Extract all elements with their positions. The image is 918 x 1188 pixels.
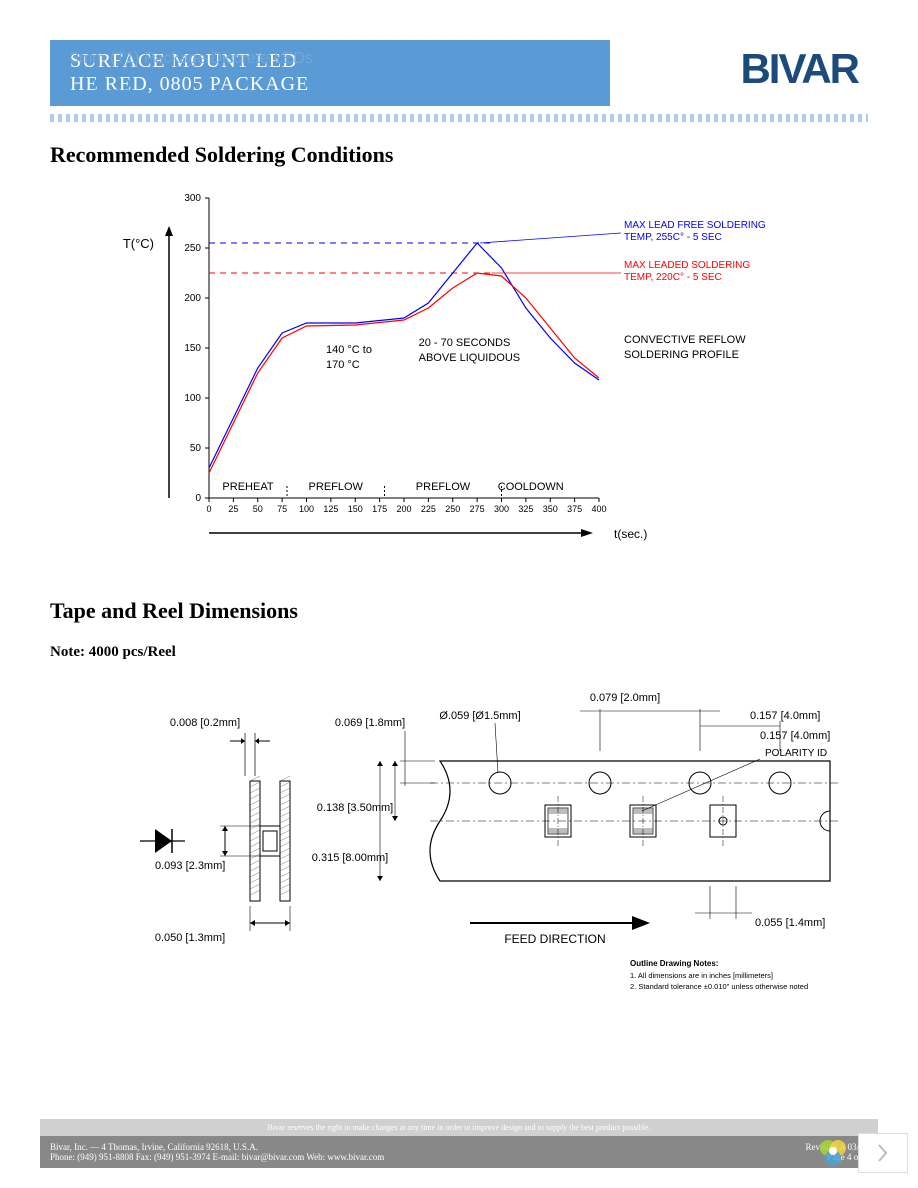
footer-left: Bivar, Inc. — 4 Thomas, Irvine, Californ…: [50, 1142, 384, 1162]
svg-text:0.315 [8.00mm]: 0.315 [8.00mm]: [312, 852, 388, 864]
svg-text:225: 225: [421, 504, 436, 514]
svg-text:275: 275: [470, 504, 485, 514]
datasheet-page: SURFACE MOUNT LED HE RED, 0805 PACKAGE 3…: [0, 0, 918, 1188]
svg-text:COOLDOWN: COOLDOWN: [498, 481, 564, 493]
next-page-button[interactable]: [858, 1133, 908, 1173]
svg-text:0.069 [1.8mm]: 0.069 [1.8mm]: [335, 717, 405, 729]
svg-text:300: 300: [184, 193, 201, 204]
svg-text:CONVECTIVE REFLOW: CONVECTIVE REFLOW: [624, 334, 746, 346]
diagram-svg: 0.008 [0.2mm] 0.093 [2.3mm] 0.050 [1.3mm] Ø…: [50, 681, 870, 1021]
svg-text:0.050 [1.3mm]: 0.050 [1.3mm]: [155, 932, 225, 944]
svg-text:350: 350: [543, 504, 558, 514]
svg-text:0.093 [2.3mm]: 0.093 [2.3mm]: [155, 860, 225, 872]
svg-text:2. Standard tolerance ±0.010": 2. Standard tolerance ±0.010" unless oth…: [630, 982, 808, 991]
svg-text:TEMP, 255C° - 5 SEC: TEMP, 255C° - 5 SEC: [624, 232, 722, 243]
svg-text:MAX LEADED SOLDERING: MAX LEADED SOLDERING: [624, 260, 750, 271]
footer: Bivar reserves the right to make changes…: [40, 1119, 878, 1168]
footer-disclaimer: Bivar reserves the right to make changes…: [40, 1119, 878, 1136]
svg-text:0.055 [1.4mm]: 0.055 [1.4mm]: [755, 917, 825, 929]
svg-text:250: 250: [445, 504, 460, 514]
svg-text:200: 200: [184, 293, 201, 304]
svg-text:300: 300: [494, 504, 509, 514]
footer-address: Bivar, Inc. — 4 Thomas, Irvine, Californ…: [50, 1142, 384, 1152]
svg-text:Outline Drawing Notes:: Outline Drawing Notes:: [630, 959, 718, 968]
section2-title: Tape and Reel Dimensions: [50, 598, 868, 624]
svg-text:325: 325: [518, 504, 533, 514]
svg-text:100: 100: [184, 393, 201, 404]
svg-text:0.138 [3.50mm]: 0.138 [3.50mm]: [317, 802, 393, 814]
tape-reel-diagram: 0.008 [0.2mm] 0.093 [2.3mm] 0.050 [1.3mm] Ø…: [50, 681, 870, 1021]
svg-text:150: 150: [184, 343, 201, 354]
svg-text:MAX LEAD FREE SOLDERING: MAX LEAD FREE SOLDERING: [624, 220, 766, 231]
svg-text:400: 400: [591, 504, 606, 514]
svg-text:PREFLOW: PREFLOW: [309, 481, 364, 493]
reflow-chart: 0 50 100 150 200 250 300 0 25 50 75 100 125 150 175 200…: [99, 188, 819, 568]
svg-text:0: 0: [195, 493, 201, 504]
svg-text:250: 250: [184, 243, 201, 254]
svg-text:PREFLOW: PREFLOW: [416, 481, 471, 493]
svg-text:0.008 [0.2mm]: 0.008 [0.2mm]: [170, 717, 240, 729]
overlay-amber: AMBER: [70, 85, 134, 106]
svg-text:0.157 [4.0mm]: 0.157 [4.0mm]: [760, 730, 830, 742]
svg-text:200: 200: [396, 504, 411, 514]
bivar-logo: BIVAR: [740, 45, 858, 93]
section2: Tape and Reel Dimensions Note: 4000 pcs/…: [50, 598, 868, 661]
svg-text:100: 100: [299, 504, 314, 514]
svg-text:0.157 [4.0mm]: 0.157 [4.0mm]: [750, 710, 820, 722]
svg-text:0: 0: [206, 504, 211, 514]
overlay-title: 3mm (T1) Package Discrete LEDs: [70, 50, 313, 68]
svg-text:TEMP, 220C° - 5 SEC: TEMP, 220C° - 5 SEC: [624, 272, 722, 283]
svg-text:t(sec.): t(sec.): [614, 527, 647, 541]
svg-text:POLARITY ID: POLARITY ID: [765, 748, 827, 759]
svg-text:175: 175: [372, 504, 387, 514]
wave-divider: [50, 114, 868, 122]
svg-text:25: 25: [228, 504, 238, 514]
svg-text:375: 375: [567, 504, 582, 514]
svg-text:T(°C): T(°C): [123, 236, 154, 251]
section1-title: Recommended Soldering Conditions: [50, 142, 868, 168]
svg-text:140 °C to: 140 °C to: [326, 344, 372, 356]
svg-text:125: 125: [323, 504, 338, 514]
chevron-right-icon: [877, 1143, 889, 1163]
svg-text:20 - 70 SECONDS: 20 - 70 SECONDS: [419, 337, 511, 349]
footer-contact: Phone: (949) 951-8808 Fax: (949) 951-397…: [50, 1152, 384, 1162]
svg-text:Ø.059 [Ø1.5mm]: Ø.059 [Ø1.5mm]: [439, 710, 520, 722]
svg-text:ABOVE LIQUIDOUS: ABOVE LIQUIDOUS: [419, 352, 520, 364]
svg-text:170 °C: 170 °C: [326, 359, 360, 371]
svg-text:0.079 [2.0mm]: 0.079 [2.0mm]: [590, 692, 660, 704]
svg-text:75: 75: [277, 504, 287, 514]
svg-text:FEED DIRECTION: FEED DIRECTION: [504, 932, 605, 946]
reel-note: Note: 4000 pcs/Reel: [50, 644, 868, 661]
svg-text:SOLDERING PROFILE: SOLDERING PROFILE: [624, 349, 739, 361]
svg-text:150: 150: [348, 504, 363, 514]
footer-meta: Bivar, Inc. — 4 Thomas, Irvine, Californ…: [40, 1136, 878, 1168]
svg-text:1. All dimensions are in inche: 1. All dimensions are in inches [millime…: [630, 971, 773, 980]
svg-text:PREHEAT: PREHEAT: [222, 481, 273, 493]
flower-icon: [813, 1133, 853, 1173]
chart-svg: 0 50 100 150 200 250 300 0 25 50 75 100 125 150 175 200…: [99, 188, 819, 568]
banner-line2: HE RED, 0805 PACKAGE: [70, 73, 590, 96]
svg-text:50: 50: [253, 504, 263, 514]
svg-text:50: 50: [190, 443, 202, 454]
